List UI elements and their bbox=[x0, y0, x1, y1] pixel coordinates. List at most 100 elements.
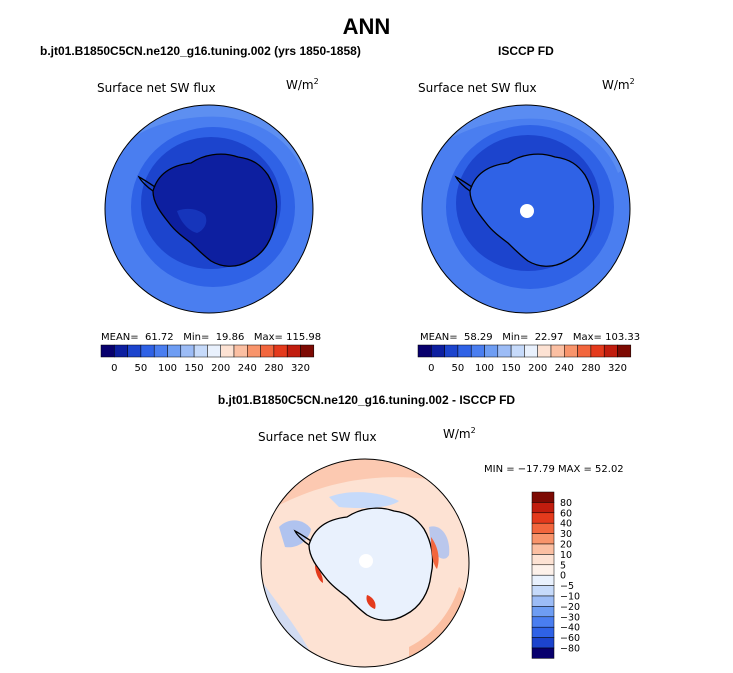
colorbar-tick-label: −10 bbox=[560, 592, 580, 603]
panel2-units-label: W/m2 bbox=[602, 77, 635, 92]
colorbar-tick-label: 0 bbox=[428, 363, 434, 374]
colorbar-tick-label: 0 bbox=[560, 571, 566, 582]
colorbar-cell bbox=[550, 344, 565, 358]
colorbar-tick-label: 30 bbox=[560, 529, 572, 540]
colorbar-cell bbox=[431, 344, 445, 358]
panel2-colorbar: 0 50 100 150 200 240 280 320 bbox=[417, 344, 632, 374]
colorbar-tick-label: 200 bbox=[211, 363, 230, 374]
colorbar-cell bbox=[537, 344, 552, 358]
colorbar-cell bbox=[531, 606, 555, 618]
panel3-hotspot-west bbox=[315, 565, 323, 583]
colorbar-cell bbox=[497, 344, 512, 358]
colorbar-cell bbox=[531, 574, 555, 586]
colorbar-cell bbox=[564, 344, 578, 358]
colorbar-cell bbox=[260, 344, 275, 358]
colorbar-cell bbox=[273, 344, 288, 358]
colorbar-cell bbox=[531, 564, 555, 576]
panel1-colorbar: 0 50 100 150 200 240 280 320 bbox=[100, 344, 315, 374]
colorbar-cell bbox=[247, 344, 261, 358]
colorbar-tick-label: −5 bbox=[560, 581, 574, 592]
colorbar-cell bbox=[167, 344, 182, 358]
colorbar-cell bbox=[233, 344, 248, 358]
colorbar-tick-label: −30 bbox=[560, 612, 580, 623]
colorbar-cell bbox=[286, 344, 301, 358]
colorbar-cell bbox=[457, 344, 472, 358]
colorbar-cell bbox=[531, 543, 555, 555]
colorbar-tick-label: 80 bbox=[560, 498, 572, 509]
panel2-map-border bbox=[421, 104, 631, 314]
colorbar-tick-label: −40 bbox=[560, 623, 580, 634]
colorbar-cell bbox=[114, 344, 128, 358]
colorbar-tick-label: 100 bbox=[158, 363, 177, 374]
panel3-hotspot-south bbox=[366, 595, 376, 609]
colorbar-cell bbox=[531, 491, 555, 503]
colorbar-tick-label: 50 bbox=[452, 363, 465, 374]
colorbar-cell bbox=[100, 344, 115, 358]
colorbar-cell bbox=[531, 522, 555, 534]
colorbar-cell bbox=[577, 344, 592, 358]
colorbar-tick-label: 150 bbox=[502, 363, 521, 374]
panel1-field-north-patch bbox=[105, 105, 313, 173]
colorbar-cell bbox=[220, 344, 235, 358]
colorbar-tick-label: −60 bbox=[560, 633, 580, 644]
panel1-peninsula-coastline bbox=[137, 175, 156, 192]
colorbar-tick-label: 280 bbox=[581, 363, 600, 374]
colorbar-cell bbox=[531, 647, 555, 659]
panel3-minmax: MIN = −17.79 MAX = 52.02 bbox=[484, 464, 624, 475]
panel2-peninsula-coastline bbox=[454, 175, 473, 192]
colorbar-tick-label: −20 bbox=[560, 602, 580, 613]
panel2-field-north-patch bbox=[422, 105, 630, 173]
colorbar-cell bbox=[140, 344, 155, 358]
colorbar-cell bbox=[531, 616, 555, 628]
colorbar-tick-label: 240 bbox=[238, 363, 257, 374]
colorbar-cell bbox=[531, 533, 555, 545]
colorbar-cell bbox=[531, 585, 555, 597]
colorbar-cell bbox=[531, 512, 555, 524]
colorbar-tick-label: 200 bbox=[528, 363, 547, 374]
colorbar-tick-label: 100 bbox=[475, 363, 494, 374]
panel3-hotspot-east bbox=[431, 537, 439, 569]
panel3-map-border bbox=[260, 458, 470, 668]
panel3-units-label: W/m2 bbox=[443, 426, 476, 441]
panel1-case-label: b.jt01.B1850C5CN.ne120_g16.tuning.002 (y… bbox=[40, 44, 361, 58]
panel1-units-label: W/m2 bbox=[286, 77, 319, 92]
panel2-variable-label: Surface net SW flux bbox=[418, 81, 537, 95]
colorbar-cell bbox=[153, 344, 168, 358]
colorbar-cell bbox=[531, 502, 555, 514]
colorbar-cell bbox=[617, 344, 632, 358]
colorbar-cell bbox=[510, 344, 525, 358]
colorbar-cell bbox=[193, 344, 208, 358]
panel3-field-north-blue bbox=[329, 492, 399, 509]
panel1-stats: MEAN= 61.72 Min= 19.86 Max= 115.98 bbox=[101, 332, 322, 343]
colorbar-tick-label: 280 bbox=[264, 363, 283, 374]
colorbar-cell bbox=[417, 344, 432, 358]
colorbar-cell bbox=[590, 344, 605, 358]
colorbar-tick-label: 10 bbox=[560, 550, 572, 561]
colorbar-tick-label: 40 bbox=[560, 519, 572, 530]
panel1-ice-shelf bbox=[177, 208, 207, 233]
colorbar-cell bbox=[524, 344, 538, 358]
panel3-map bbox=[260, 458, 470, 668]
colorbar-cell bbox=[603, 344, 618, 358]
colorbar-cell bbox=[470, 344, 485, 358]
page-title: ANN bbox=[342, 14, 391, 39]
colorbar-cell bbox=[207, 344, 221, 358]
panel1-antarctica-coastline bbox=[152, 153, 278, 267]
colorbar-cell bbox=[180, 344, 195, 358]
panel1-map bbox=[104, 104, 314, 314]
colorbar-tick-label: 320 bbox=[291, 363, 310, 374]
colorbar-cell bbox=[300, 344, 315, 358]
colorbar-tick-label: 0 bbox=[111, 363, 117, 374]
panel1-map-border bbox=[104, 104, 314, 314]
colorbar-cell bbox=[127, 344, 142, 358]
colorbar-tick-label: 150 bbox=[185, 363, 204, 374]
colorbar-cell bbox=[531, 626, 555, 638]
panel2-map bbox=[421, 104, 631, 314]
colorbar-cell bbox=[531, 637, 555, 649]
panel1-variable-label: Surface net SW flux bbox=[97, 81, 216, 95]
colorbar-tick-label: 60 bbox=[560, 508, 572, 519]
colorbar-cell bbox=[531, 595, 555, 607]
colorbar-tick-label: 20 bbox=[560, 540, 572, 551]
panel3-case-label: b.jt01.B1850C5CN.ne120_g16.tuning.002 - … bbox=[217, 393, 516, 407]
panel3-peninsula-coastline bbox=[293, 529, 312, 546]
